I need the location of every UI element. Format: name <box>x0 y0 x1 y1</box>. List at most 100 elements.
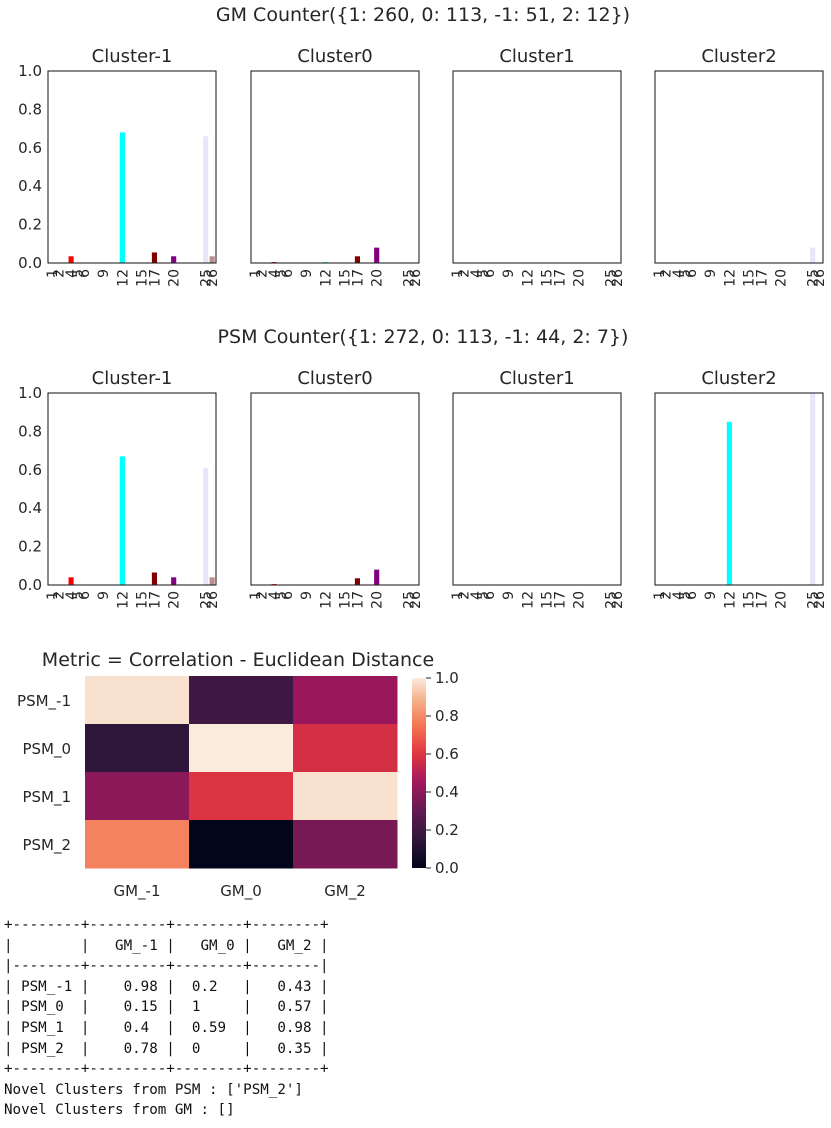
y-tick-label: 0.8 <box>18 100 42 118</box>
heatmap-cell <box>293 772 398 821</box>
console-line: | PSM_0 | 0.15 | 1 | 0.57 | <box>4 999 329 1016</box>
y-tick-label: 0.4 <box>18 177 42 195</box>
x-tick-label: 25 <box>806 591 822 609</box>
heatmap-title: Metric = Correlation - Euclidean Distanc… <box>42 649 434 671</box>
bar-25 <box>810 393 816 585</box>
x-tick-label: 17 <box>754 591 770 609</box>
x-tick-label: 4 <box>469 269 485 278</box>
x-tick-label: 2 <box>51 591 67 600</box>
bar-4 <box>68 256 74 263</box>
x-tick-label: 9 <box>501 269 517 278</box>
subplot-title: Cluster1 <box>499 368 574 389</box>
x-tick-label: 6 <box>684 269 700 278</box>
x-tick-label: 2 <box>456 269 472 278</box>
x-tick-label: 5 <box>273 591 289 600</box>
heatmap-col-label: GM_0 <box>220 882 262 901</box>
x-tick-label: 5 <box>70 269 86 278</box>
heatmap-cell <box>189 772 294 821</box>
axes-frame <box>452 70 622 264</box>
x-tick-label: 1 <box>248 591 264 600</box>
x-tick-label: 1 <box>450 591 466 600</box>
heatmap-row-label: PSM_1 <box>22 788 71 807</box>
colorbar-tick-label: 0.4 <box>435 783 459 801</box>
colorbar-tick-label: 0.2 <box>435 821 459 839</box>
bar-12 <box>119 456 125 585</box>
x-tick-label: 26 <box>610 269 626 287</box>
y-tick-label: 0.2 <box>18 538 42 556</box>
heatmap-cell <box>189 820 294 869</box>
x-tick-label: 1 <box>45 269 61 278</box>
x-tick-label: 20 <box>370 591 386 609</box>
x-tick-label: 2 <box>254 591 270 600</box>
x-tick-label: 9 <box>96 269 112 278</box>
x-tick-label: 12 <box>115 269 131 287</box>
bar-20 <box>171 577 177 585</box>
bar-20 <box>374 569 380 585</box>
heatmap-cell <box>293 724 398 773</box>
x-tick-label: 15 <box>540 269 556 287</box>
x-tick-label: 1 <box>652 269 668 278</box>
x-tick-label: 9 <box>299 591 315 600</box>
x-tick-label: 17 <box>754 269 770 287</box>
x-tick-label: 26 <box>812 269 828 287</box>
x-tick-label: 15 <box>742 269 758 287</box>
x-tick-label: 4 <box>671 269 687 278</box>
console-line: | | GM_-1 | GM_0 | GM_2 | <box>4 937 329 954</box>
x-tick-label: 25 <box>402 269 418 287</box>
bar-25 <box>203 136 209 263</box>
x-tick-label: 15 <box>135 269 151 287</box>
x-tick-label: 12 <box>722 591 738 609</box>
console-line: +--------+---------+--------+--------+ <box>4 917 329 933</box>
x-tick-label: 15 <box>742 591 758 609</box>
x-tick-label: 26 <box>205 269 221 287</box>
x-tick-label: 4 <box>671 591 687 600</box>
subplot-title: Cluster-1 <box>92 368 173 389</box>
y-tick-label: 0.4 <box>18 499 42 517</box>
x-tick-label: 5 <box>475 269 491 278</box>
heatmap-row-label: PSM_-1 <box>17 692 71 711</box>
heatmap-cell <box>85 724 190 773</box>
figure: GM Counter({1: 260, 0: 113, -1: 51, 2: 1… <box>17 4 828 901</box>
x-tick-label: 9 <box>703 591 719 600</box>
heatmap-cell <box>85 772 190 821</box>
x-tick-label: 5 <box>70 591 86 600</box>
x-tick-label: 2 <box>254 269 270 278</box>
axes-frame <box>250 70 420 264</box>
x-tick-label: 20 <box>774 269 790 287</box>
psm-counter-title: PSM Counter({1: 272, 0: 113, -1: 44, 2: … <box>218 326 629 348</box>
gm-counter-title: GM Counter({1: 260, 0: 113, -1: 51, 2: 1… <box>216 4 630 26</box>
y-tick-label: 0.2 <box>18 216 42 234</box>
x-tick-label: 20 <box>167 269 183 287</box>
x-tick-label: 17 <box>147 269 163 287</box>
heatmap-cell <box>293 676 398 725</box>
x-tick-label: 6 <box>684 591 700 600</box>
y-tick-label: 0.0 <box>18 254 42 272</box>
console-line: | PSM_2 | 0.78 | 0 | 0.35 | <box>4 1040 329 1057</box>
colorbar-tick-label: 1.0 <box>435 669 459 687</box>
bar-20 <box>374 247 380 263</box>
x-tick-label: 9 <box>703 269 719 278</box>
console-output: +--------+---------+--------+--------+ | … <box>4 915 329 1121</box>
axes-frame <box>250 392 420 586</box>
x-tick-label: 17 <box>552 269 568 287</box>
x-tick-label: 25 <box>604 269 620 287</box>
heatmap-cell <box>85 676 190 725</box>
heatmap-cell <box>189 676 294 725</box>
console-line: | PSM_1 | 0.4 | 0.59 | 0.98 | <box>4 1019 329 1036</box>
console-line: +--------+---------+--------+--------+ <box>4 1061 329 1078</box>
axes-frame <box>654 392 824 586</box>
colorbar-tick-label: 0.6 <box>435 745 459 763</box>
x-tick-label: 5 <box>475 591 491 600</box>
x-tick-label: 9 <box>501 591 517 600</box>
x-tick-label: 12 <box>520 591 536 609</box>
bar-12 <box>119 132 125 263</box>
x-tick-label: 17 <box>552 591 568 609</box>
console-line: Novel Clusters from GM : [] <box>4 1102 235 1119</box>
heatmap-row-label: PSM_2 <box>22 836 71 855</box>
axes-frame <box>452 392 622 586</box>
x-tick-label: 6 <box>482 269 498 278</box>
x-tick-label: 2 <box>658 269 674 278</box>
x-tick-label: 9 <box>96 591 112 600</box>
